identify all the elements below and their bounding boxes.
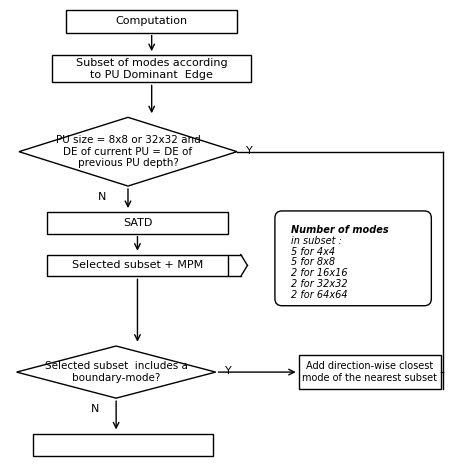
Text: Y: Y — [246, 146, 253, 156]
FancyBboxPatch shape — [47, 212, 228, 234]
FancyBboxPatch shape — [33, 434, 213, 456]
Text: 5 for 8x8: 5 for 8x8 — [291, 257, 335, 267]
FancyBboxPatch shape — [299, 355, 441, 389]
Text: PU size = 8x8 or 32x32 and
DE of current PU = DE of
previous PU depth?: PU size = 8x8 or 32x32 and DE of current… — [55, 135, 201, 168]
Text: Computation: Computation — [116, 16, 188, 27]
Text: Y: Y — [225, 365, 232, 376]
FancyBboxPatch shape — [275, 211, 431, 306]
Text: in subset :: in subset : — [291, 236, 341, 246]
Text: Selected subset  includes a
boundary-mode?: Selected subset includes a boundary-mode… — [45, 361, 188, 383]
Text: N: N — [98, 192, 106, 202]
Text: 2 for 16x16: 2 for 16x16 — [291, 268, 347, 278]
Text: Add direction-wise closest
mode of the nearest subset: Add direction-wise closest mode of the n… — [302, 361, 437, 383]
Text: N: N — [91, 404, 99, 414]
Text: Number of modes: Number of modes — [291, 225, 388, 235]
FancyBboxPatch shape — [52, 55, 251, 82]
Polygon shape — [19, 118, 237, 186]
Text: 5 for 4x4: 5 for 4x4 — [291, 246, 335, 256]
FancyBboxPatch shape — [47, 255, 228, 276]
Text: 2 for 32x32: 2 for 32x32 — [291, 279, 347, 289]
FancyBboxPatch shape — [66, 10, 237, 33]
Text: 2 for 64x64: 2 for 64x64 — [291, 290, 347, 300]
Text: SATD: SATD — [123, 218, 152, 228]
Text: Selected subset + MPM: Selected subset + MPM — [72, 260, 203, 271]
Polygon shape — [17, 346, 216, 398]
Text: Subset of modes according
to PU Dominant  Edge: Subset of modes according to PU Dominant… — [76, 58, 228, 80]
